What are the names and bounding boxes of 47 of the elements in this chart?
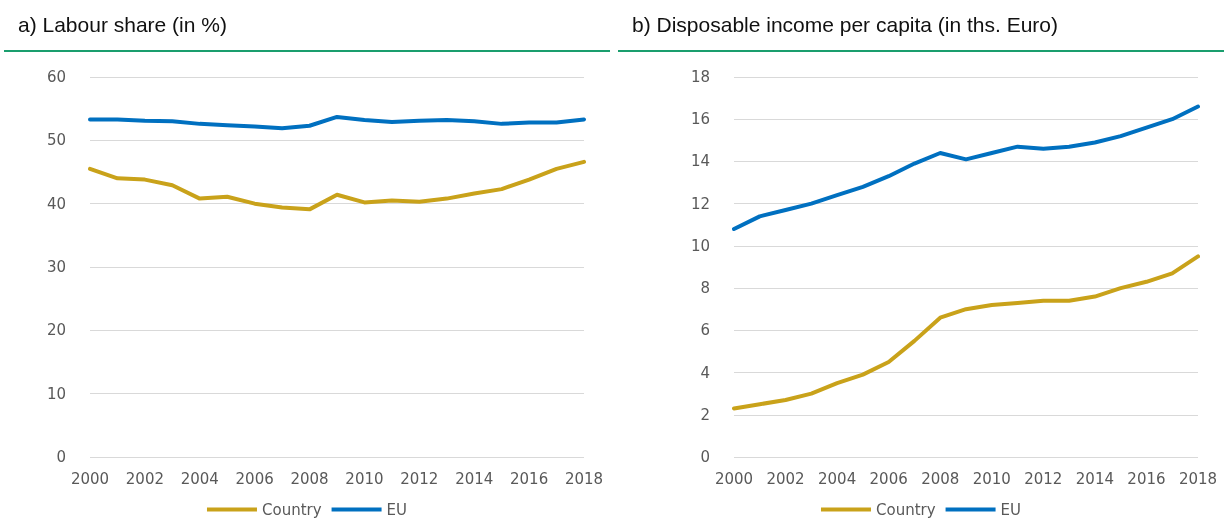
y-tick-label: 40 xyxy=(46,194,66,213)
x-tick-label: 2008 xyxy=(290,469,329,488)
y-tick-label: 50 xyxy=(46,131,66,150)
y-tick-label: 8 xyxy=(700,279,710,298)
x-tick-label: 2000 xyxy=(714,469,754,488)
y-tick-label: 4 xyxy=(700,363,710,382)
x-tick-label: 2018 xyxy=(1178,469,1218,488)
x-tick-label: 2002 xyxy=(125,469,164,488)
y-tick-label: 10 xyxy=(46,384,66,403)
legend-label: EU xyxy=(386,500,408,519)
x-tick-label: 2014 xyxy=(455,469,494,488)
line-series xyxy=(88,114,586,131)
x-tick-label: 2014 xyxy=(1075,469,1114,488)
y-tick-label: 2 xyxy=(700,405,710,424)
y-tick-label: 0 xyxy=(700,448,710,466)
x-tick-label: 2018 xyxy=(564,469,604,488)
line-series xyxy=(732,104,1200,231)
x-tick-label: 2016 xyxy=(510,469,549,488)
chart-title: b) Disposable income per capita (in ths. Euro) xyxy=(618,0,1224,52)
x-tick-label: 2010 xyxy=(972,469,1011,488)
x-tick-label: 2012 xyxy=(1024,469,1063,488)
x-tick-label: 2004 xyxy=(818,469,857,488)
line-series xyxy=(88,159,586,212)
x-tick-label: 2000 xyxy=(70,469,110,488)
x-tick-label: 2004 xyxy=(180,469,219,488)
y-tick-label: 18 xyxy=(690,68,710,86)
y-tick-label: 14 xyxy=(690,152,710,171)
x-tick-label: 2002 xyxy=(766,469,805,488)
legend-label: Country xyxy=(261,500,322,519)
x-tick-label: 2006 xyxy=(235,469,274,488)
x-tick-label: 2010 xyxy=(345,469,384,488)
y-tick-label: 20 xyxy=(46,321,66,340)
legend-label: EU xyxy=(1000,500,1022,519)
y-tick-label: 6 xyxy=(700,321,710,340)
chart-title: a) Labour share (in %) xyxy=(4,0,610,52)
legend-label: Country xyxy=(875,500,936,519)
line-series xyxy=(732,254,1200,411)
y-tick-label: 0 xyxy=(56,448,66,466)
x-tick-label: 2012 xyxy=(400,469,439,488)
x-tick-label: 2016 xyxy=(1127,469,1166,488)
y-tick-label: 12 xyxy=(690,194,710,213)
y-tick-label: 30 xyxy=(46,258,66,276)
x-tick-label: 2008 xyxy=(921,469,960,488)
y-tick-label: 60 xyxy=(46,68,66,86)
y-tick-label: 16 xyxy=(690,110,710,129)
y-tick-label: 10 xyxy=(690,236,710,255)
x-tick-label: 2006 xyxy=(869,469,908,488)
